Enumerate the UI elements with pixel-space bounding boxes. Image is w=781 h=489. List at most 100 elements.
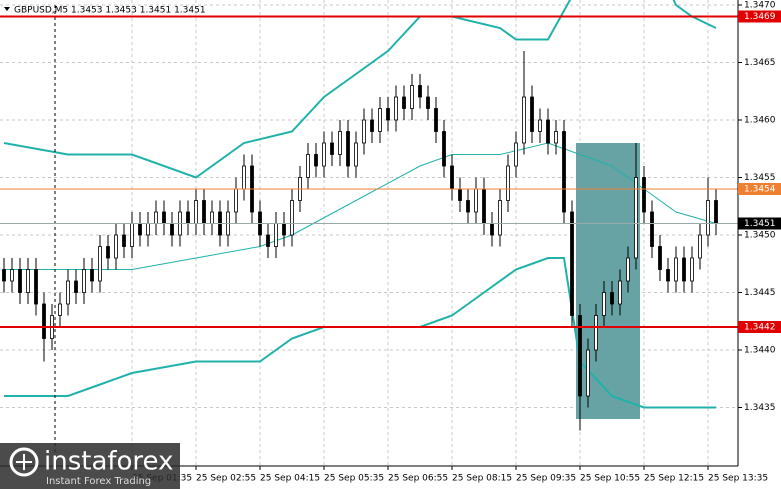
candle-body bbox=[386, 108, 390, 121]
candle-body bbox=[538, 119, 542, 132]
y-tick-label: 1.3455 bbox=[744, 173, 776, 183]
candle-body bbox=[34, 269, 38, 305]
candle-body bbox=[346, 131, 350, 167]
candle-body bbox=[242, 165, 246, 190]
tagline: Instant Forex Trading bbox=[46, 476, 151, 487]
price-level-label: 1.3454 bbox=[744, 185, 776, 195]
x-tick-label: 25 Sep 05:35 bbox=[324, 474, 384, 484]
candle-body bbox=[490, 223, 494, 236]
y-tick-label: 1.3460 bbox=[744, 116, 776, 126]
candle-body bbox=[570, 211, 574, 316]
band-line bbox=[4, 257, 716, 409]
candle-body bbox=[282, 223, 286, 236]
y-tick-label: 1.3440 bbox=[744, 346, 776, 356]
candle-body bbox=[394, 96, 398, 121]
candle-body bbox=[138, 223, 142, 236]
band-line bbox=[4, 142, 717, 270]
candle-body bbox=[66, 280, 70, 305]
candle-body bbox=[610, 292, 614, 305]
candle-body bbox=[290, 200, 294, 236]
x-tick-label: 25 Sep 06:55 bbox=[388, 474, 448, 484]
candle-body bbox=[426, 96, 430, 109]
brand: instaforex bbox=[44, 447, 173, 477]
x-tick-label: 25 Sep 09:35 bbox=[516, 474, 576, 484]
candle-body bbox=[114, 234, 118, 259]
candle-body bbox=[266, 234, 270, 247]
price-level-box bbox=[738, 217, 781, 230]
candle-body bbox=[42, 303, 46, 339]
candle-body bbox=[370, 119, 374, 132]
candle-body bbox=[626, 257, 630, 282]
highlight-box bbox=[576, 143, 640, 419]
candle-body bbox=[674, 257, 678, 282]
candle-body bbox=[122, 234, 126, 247]
price-level-label: 1.3469 bbox=[744, 12, 776, 22]
overlay bbox=[0, 15, 738, 328]
candle-body bbox=[90, 269, 94, 282]
candle-body bbox=[482, 188, 486, 224]
candle-body bbox=[274, 223, 278, 247]
candle-body bbox=[650, 211, 654, 247]
candle-body bbox=[498, 200, 502, 236]
candle-body bbox=[522, 96, 526, 144]
candle-body bbox=[210, 211, 214, 224]
candle-body bbox=[506, 165, 510, 201]
x-tick-label: 25 Sep 04:15 bbox=[260, 474, 320, 484]
candle-body bbox=[594, 315, 598, 351]
candle-body bbox=[586, 349, 590, 397]
candle-body bbox=[634, 177, 638, 259]
y-tick-label: 1.3435 bbox=[744, 403, 776, 413]
candle-body bbox=[618, 280, 622, 305]
candle-body bbox=[330, 142, 334, 155]
candle-body bbox=[530, 96, 534, 132]
price-level-box bbox=[738, 10, 781, 23]
candle-body bbox=[170, 223, 174, 236]
candle-body bbox=[378, 108, 382, 132]
candle-body bbox=[450, 165, 454, 190]
candle-body bbox=[602, 292, 606, 316]
x-tick-label: 25 Sep 13:35 bbox=[708, 474, 768, 484]
logo-icon bbox=[9, 447, 39, 477]
candle-body bbox=[26, 269, 30, 293]
candle-body bbox=[562, 131, 566, 213]
y-tick-label: 1.3465 bbox=[744, 58, 776, 68]
candle-body bbox=[322, 142, 326, 167]
candle-body bbox=[58, 303, 62, 316]
candle-body bbox=[578, 315, 582, 397]
x-tick-label: 25 Sep 12:15 bbox=[644, 474, 704, 484]
candle-body bbox=[474, 188, 478, 213]
price-level-box bbox=[738, 183, 781, 195]
logo-icon-cross bbox=[16, 454, 32, 470]
y-tick-label: 1.3470 bbox=[744, 1, 776, 11]
chart-title: GBPUSD,M5 1.3453 1.3453 1.3451 1.3451 bbox=[14, 6, 206, 16]
candle-body bbox=[514, 142, 518, 167]
candle-body bbox=[18, 269, 22, 293]
price-level-box bbox=[738, 321, 781, 333]
candle-body bbox=[2, 269, 6, 282]
watermark: instaforex Instant Forex Trading bbox=[0, 443, 180, 489]
candle-body bbox=[314, 154, 318, 167]
candle-body bbox=[410, 85, 414, 109]
x-tick-label: 25 Sep 08:15 bbox=[452, 474, 512, 484]
candle-body bbox=[306, 154, 310, 178]
candle-body bbox=[154, 211, 158, 224]
candle-body bbox=[82, 269, 86, 293]
candle-body bbox=[74, 280, 78, 293]
candle-body bbox=[690, 257, 694, 282]
candle-body bbox=[362, 119, 366, 144]
candle-body bbox=[10, 269, 14, 282]
candle-body bbox=[186, 211, 190, 224]
candle-body bbox=[354, 142, 358, 167]
candle-body bbox=[234, 188, 238, 213]
candle-body bbox=[194, 200, 198, 224]
candle-body bbox=[434, 108, 438, 132]
x-tick-label: 25 Sep 02:55 bbox=[196, 474, 256, 484]
candle-body bbox=[546, 119, 550, 144]
candle-body bbox=[554, 131, 558, 144]
candle-body bbox=[418, 85, 422, 98]
candle-body bbox=[98, 246, 102, 282]
candle-body bbox=[682, 257, 686, 282]
candle-body bbox=[146, 223, 150, 236]
